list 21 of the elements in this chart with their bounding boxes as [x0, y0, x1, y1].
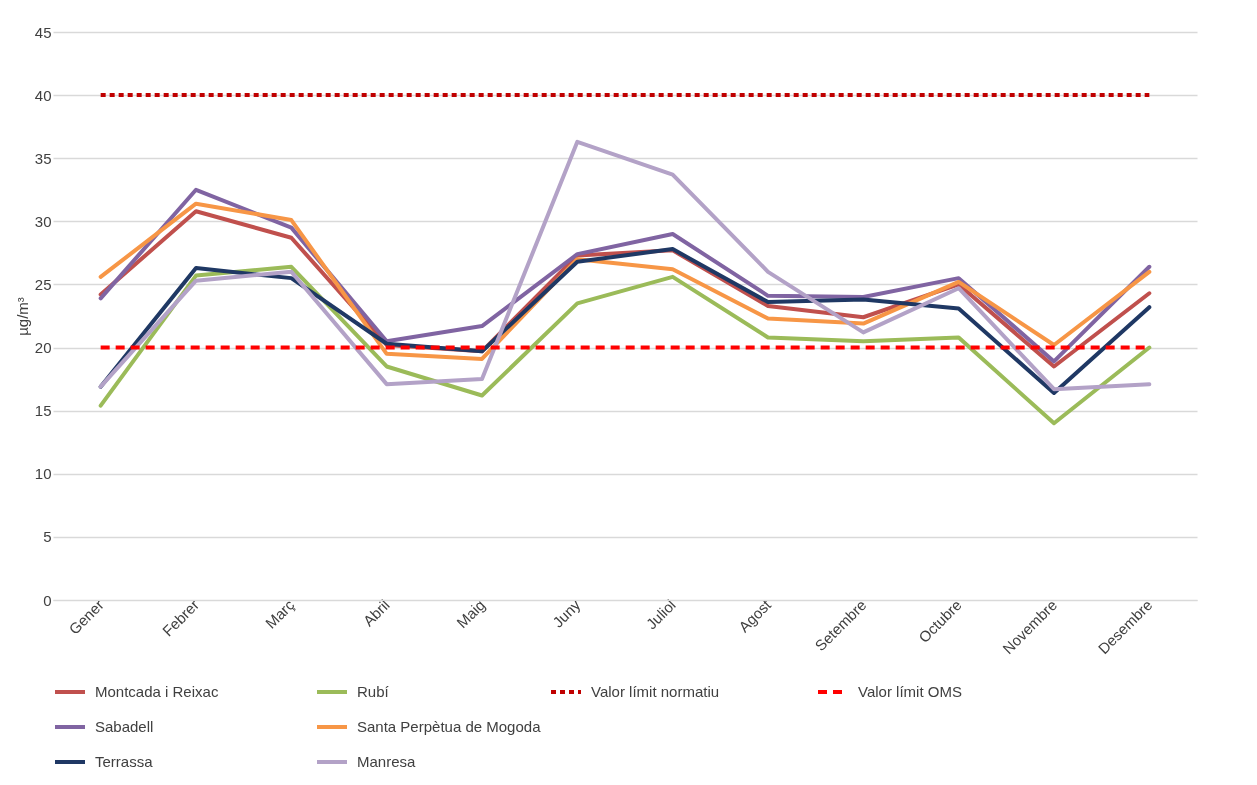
- y-tick-label: 10: [34, 465, 52, 483]
- line-series: [98, 139, 1152, 392]
- legend-label: Santa Perpètua de Mogoda: [357, 718, 542, 735]
- legend-label: Valor límit OMS: [858, 683, 962, 700]
- y-axis-title: µg/m³: [13, 297, 31, 336]
- legend-label: Rubí: [357, 683, 390, 700]
- legend-label: Manresa: [357, 753, 417, 770]
- y-tick-label: 45: [34, 23, 52, 41]
- legend-label: Montcada i Reixac: [95, 683, 219, 700]
- y-tick-label: 25: [34, 275, 52, 293]
- y-tick-label: 5: [43, 528, 52, 546]
- legend-label: Valor límit normatiu: [591, 683, 720, 700]
- legend-label: Sabadell: [95, 718, 154, 735]
- y-tick-label: 35: [34, 149, 52, 167]
- y-tick-label: 40: [34, 86, 52, 104]
- y-tick-label: 30: [34, 212, 52, 230]
- line-series: [98, 264, 1152, 426]
- y-tick-label: 0: [43, 591, 52, 609]
- legend-label: Terrassa: [95, 753, 154, 770]
- y-tick-label: 15: [34, 402, 52, 420]
- y-tick-label: 20: [34, 339, 52, 357]
